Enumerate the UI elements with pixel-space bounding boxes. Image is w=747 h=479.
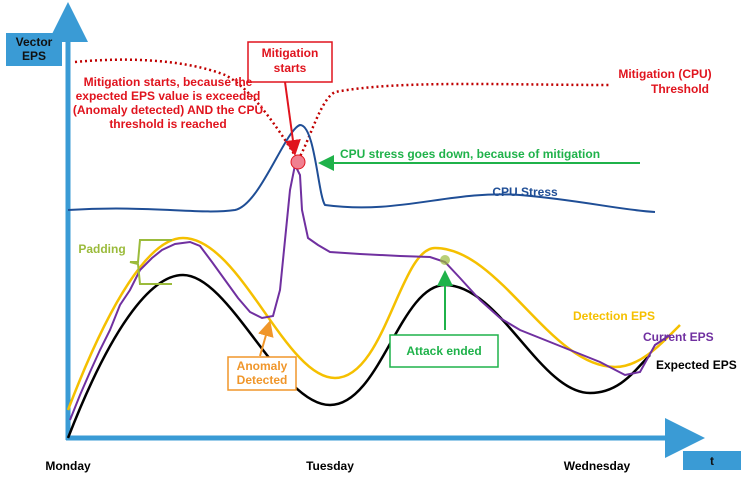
mitigation-point: [290, 154, 306, 170]
mitigation-box-text: Mitigation starts: [262, 46, 319, 75]
padding-label: Padding: [78, 242, 125, 256]
current-label: Current EPS: [643, 330, 714, 344]
mitigation-box: [247, 41, 333, 83]
cpu-stress-label: CPU Stress: [492, 185, 558, 199]
x-category: Tuesday: [306, 459, 354, 473]
mitigation-reason: Mitigation starts, because the expected E…: [73, 75, 263, 131]
attack-text: Attack ended: [406, 344, 481, 358]
detection-label: Detection EPS: [573, 309, 655, 323]
attack-box: [389, 334, 499, 368]
arrow: [258, 320, 274, 357]
threshold-label: Mitigation (CPU) Threshold: [618, 67, 711, 96]
x-label: t: [710, 454, 714, 468]
arrow: [284, 81, 301, 156]
cpu-curve: [67, 123, 656, 213]
x-label-box: [683, 451, 741, 470]
cpu-down-label: CPU stress goes down, because of mitigat…: [340, 147, 600, 161]
padding-bracket: [129, 239, 172, 285]
anomaly-box: [227, 356, 297, 391]
expected-curve: [66, 273, 651, 439]
y-label-box: [6, 33, 62, 66]
anomaly-text: Anomaly Detected: [237, 359, 288, 387]
x-category: Monday: [45, 459, 91, 473]
expected-label: Expected EPS: [656, 358, 737, 372]
x-category: Wednesday: [564, 459, 631, 473]
attack-end-point: [440, 255, 450, 265]
detection-curve: [66, 236, 681, 411]
current-curve: [69, 161, 671, 421]
y-label: Vector EPS: [16, 35, 53, 63]
